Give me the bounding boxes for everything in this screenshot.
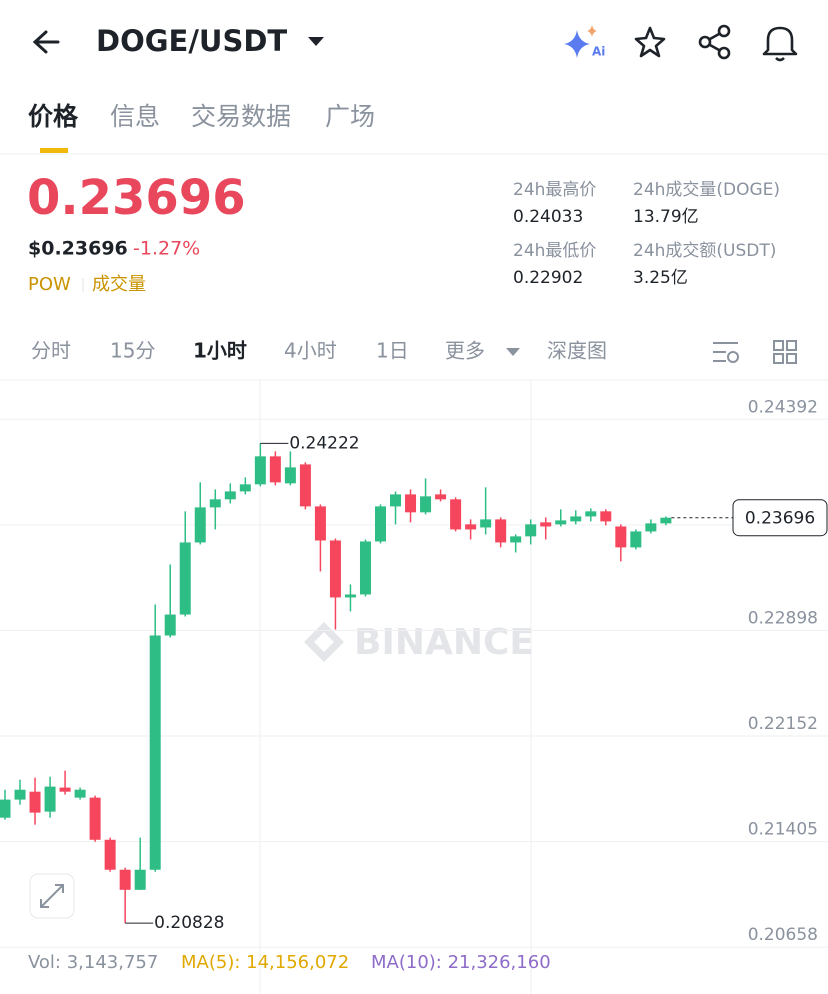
candle-body bbox=[104, 839, 116, 870]
candle-body bbox=[435, 494, 447, 500]
timeframe[interactable]: 分时 bbox=[31, 339, 71, 363]
candle-body bbox=[194, 507, 206, 543]
tag[interactable]: 成交量 bbox=[92, 274, 146, 295]
candle-body bbox=[344, 594, 356, 598]
pair-title[interactable]: DOGE/USDT bbox=[96, 24, 287, 58]
candle-body bbox=[0, 799, 11, 818]
watermark: BINANCE bbox=[304, 622, 534, 663]
candle-body bbox=[119, 869, 131, 890]
candle-body bbox=[284, 467, 296, 484]
tab[interactable]: 交易数据 bbox=[191, 102, 291, 131]
y-tick-label: 0.24392 bbox=[748, 397, 818, 417]
candle-body bbox=[420, 496, 432, 513]
candle-body bbox=[525, 524, 537, 537]
last-price-label: 0.23696 bbox=[745, 509, 815, 529]
low-label: 0.20828 bbox=[154, 913, 224, 933]
candle-body bbox=[254, 456, 266, 485]
candle-body bbox=[134, 869, 146, 890]
timeframe[interactable]: 1日 bbox=[376, 339, 409, 363]
candle-body bbox=[329, 540, 341, 598]
indicator-settings[interactable] bbox=[713, 342, 739, 363]
last-price-box bbox=[732, 499, 828, 537]
volume-label: Vol: 3,143,757 bbox=[28, 952, 158, 973]
stat-label: 24h成交量(DOGE) bbox=[633, 180, 780, 200]
more-dropdown[interactable] bbox=[506, 348, 520, 356]
alert-button[interactable] bbox=[762, 26, 798, 62]
candle-body bbox=[510, 536, 522, 543]
candle-body bbox=[585, 511, 597, 517]
tab[interactable]: 价格 bbox=[28, 102, 79, 131]
tab[interactable]: 广场 bbox=[325, 102, 375, 131]
candle-body bbox=[405, 494, 417, 513]
favorite-button[interactable] bbox=[634, 26, 666, 58]
candle-body bbox=[390, 494, 402, 507]
expand-button[interactable] bbox=[29, 873, 75, 919]
candle-body bbox=[239, 484, 251, 492]
candle-body bbox=[14, 789, 26, 800]
candle-body bbox=[179, 542, 191, 615]
candle-body bbox=[59, 787, 71, 792]
candle-body bbox=[314, 506, 326, 541]
candle-body bbox=[555, 520, 567, 525]
tag[interactable]: POW bbox=[28, 274, 71, 295]
layout-button[interactable] bbox=[773, 340, 797, 364]
stat-label: 24h最高价 bbox=[513, 180, 596, 200]
timeframe[interactable]: 15分 bbox=[110, 339, 155, 363]
candle-body bbox=[29, 791, 41, 813]
stat-value: 0.24033 bbox=[513, 207, 583, 227]
candle-body bbox=[299, 464, 311, 507]
candle-body bbox=[600, 511, 612, 522]
y-tick-label: 0.21405 bbox=[748, 820, 818, 840]
share-button[interactable] bbox=[698, 24, 731, 60]
ai-button[interactable]: Ai bbox=[564, 25, 605, 59]
candle-body bbox=[74, 789, 86, 798]
candle-body bbox=[224, 491, 236, 500]
ma10-label: MA(10): 21,326,160 bbox=[371, 952, 551, 973]
watermark-text: BINANCE bbox=[354, 622, 534, 663]
ma5-label: MA(5): 14,156,072 bbox=[181, 952, 349, 973]
stat-value: 3.25亿 bbox=[633, 268, 688, 288]
y-tick-label: 0.20658 bbox=[748, 925, 818, 945]
stat-value: 0.22902 bbox=[513, 268, 583, 288]
tab[interactable]: 信息 bbox=[110, 102, 160, 131]
candle-body bbox=[44, 786, 56, 812]
stat-label: 24h成交额(USDT) bbox=[633, 241, 776, 261]
price-change: -1.27% bbox=[133, 238, 200, 260]
candle-body bbox=[89, 797, 101, 840]
candle-body bbox=[660, 517, 672, 524]
candle-body bbox=[149, 635, 161, 870]
y-tick-label: 0.22152 bbox=[748, 714, 818, 734]
timeframe[interactable]: 1小时 bbox=[193, 339, 247, 363]
y-tick-label: 0.22898 bbox=[748, 609, 818, 629]
candle-body bbox=[495, 519, 507, 543]
candle-body bbox=[164, 614, 176, 636]
candle-body bbox=[359, 541, 371, 595]
pair-dropdown[interactable] bbox=[308, 37, 324, 46]
candle-body bbox=[540, 522, 552, 527]
candle-body bbox=[209, 499, 221, 508]
tab-indicator bbox=[40, 148, 68, 153]
last-price: 0.23696 bbox=[27, 170, 246, 226]
stat-value: 13.79亿 bbox=[633, 207, 699, 227]
timeframe[interactable]: 深度图 bbox=[547, 339, 607, 363]
timeframe[interactable]: 更多 bbox=[445, 339, 485, 363]
usd-price: $0.23696 bbox=[28, 238, 128, 260]
candlestick-chart: BINANCE 0.243920.236450.228980.221520.21… bbox=[0, 380, 828, 994]
candle-body bbox=[570, 516, 582, 522]
ai-badge: Ai bbox=[592, 45, 605, 59]
timeframe[interactable]: 4小时 bbox=[284, 339, 337, 363]
candle-body bbox=[645, 523, 657, 532]
candle-body bbox=[465, 524, 477, 530]
candle-body bbox=[615, 526, 627, 548]
stat-label: 24h最低价 bbox=[513, 241, 596, 261]
candle-body bbox=[450, 499, 462, 530]
back-button[interactable] bbox=[32, 30, 60, 54]
candle-body bbox=[480, 519, 492, 528]
candle-body bbox=[375, 506, 386, 542]
high-label: 0.24222 bbox=[289, 433, 359, 453]
candle-body bbox=[630, 531, 642, 548]
candle-body bbox=[269, 456, 281, 483]
